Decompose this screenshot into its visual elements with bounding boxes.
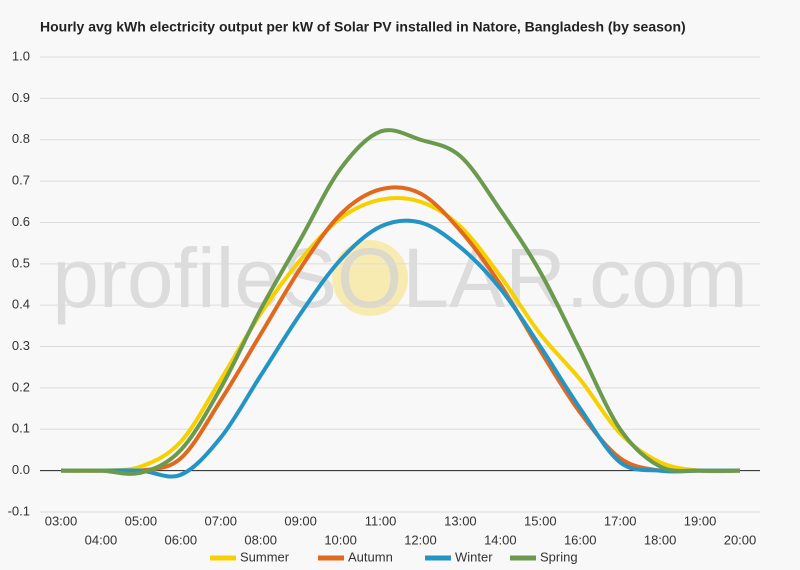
x-tick-label: 13:00 (444, 513, 477, 528)
x-tick-label: 09:00 (284, 513, 317, 528)
x-tick-label: 12:00 (404, 532, 437, 547)
watermark: profileSOLAR.com (52, 231, 748, 325)
legend-label: Autumn (348, 549, 393, 564)
x-tick-label: 03:00 (45, 513, 78, 528)
legend-label: Spring (540, 549, 578, 564)
series-line (60, 218, 740, 479)
x-tick-label: 05:00 (125, 513, 158, 528)
y-tick-label: 0.4 (12, 297, 30, 312)
y-tick-label: 0.0 (12, 462, 30, 477)
y-tick-label: 1.0 (12, 48, 30, 63)
x-tick-label: 11:00 (365, 513, 397, 528)
series-line (60, 128, 741, 476)
y-tick-label: 0.6 (12, 214, 30, 229)
x-tick-label: 14:00 (484, 532, 517, 547)
y-tick-label: -0.1 (8, 503, 30, 518)
x-tick-label: 17:00 (604, 513, 637, 528)
watermark-sun (332, 240, 408, 316)
series-line (60, 185, 740, 474)
series-line (60, 195, 741, 474)
x-tick-label: 06:00 (165, 532, 198, 547)
y-tick-label: 0.1 (12, 421, 30, 436)
x-tick-label: 07:00 (204, 513, 237, 528)
chart-title: Hourly avg kWh electricity output per kW… (40, 19, 686, 35)
y-tick-label: 0.8 (12, 131, 30, 146)
x-tick-label: 19:00 (684, 513, 717, 528)
x-tick-label: 08:00 (244, 532, 277, 547)
y-tick-label: 0.3 (12, 338, 30, 353)
x-tick-label: 16:00 (564, 532, 597, 547)
x-tick-label: 10:00 (324, 532, 357, 547)
legend-label: Winter (455, 549, 493, 564)
x-tick-label: 18:00 (644, 532, 677, 547)
y-tick-label: 0.7 (12, 173, 30, 188)
y-tick-label: 0.9 (12, 90, 30, 105)
x-tick-label: 20:00 (724, 532, 757, 547)
y-tick-label: 0.5 (12, 255, 30, 270)
x-tick-label: 15:00 (524, 513, 557, 528)
x-tick-label: 04:00 (85, 532, 118, 547)
legend-label: Summer (240, 549, 290, 564)
y-tick-label: 0.2 (12, 379, 30, 394)
